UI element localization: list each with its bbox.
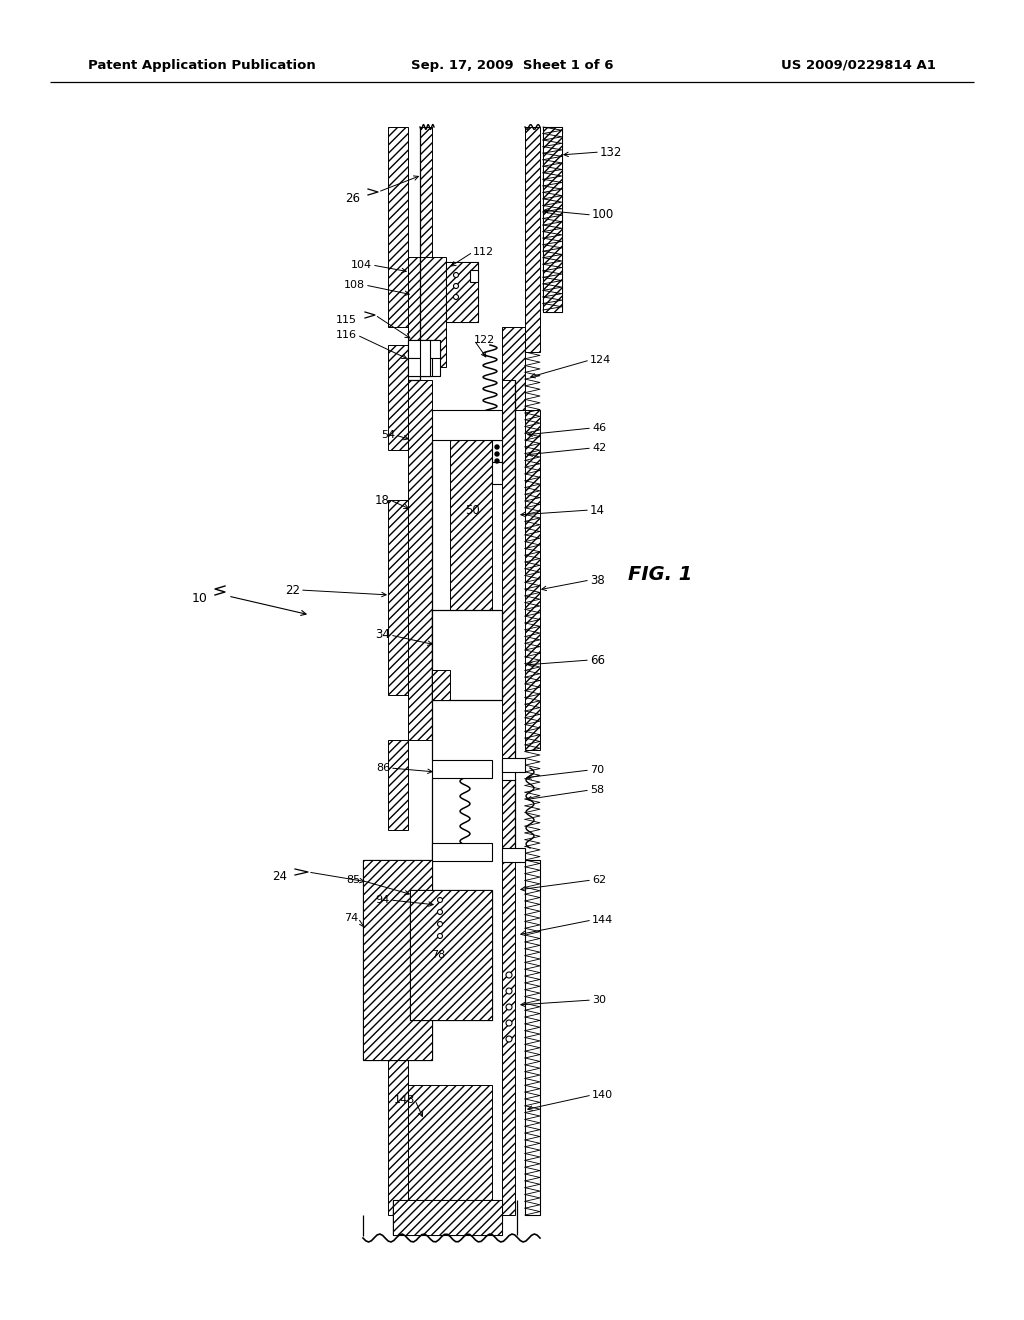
Bar xyxy=(502,758,525,772)
Text: 24: 24 xyxy=(272,870,287,883)
Circle shape xyxy=(437,898,442,903)
Bar xyxy=(450,440,492,671)
Bar xyxy=(446,261,478,322)
Circle shape xyxy=(437,921,442,927)
Text: 148: 148 xyxy=(394,1096,415,1105)
Bar xyxy=(525,411,540,750)
Text: 112: 112 xyxy=(473,247,495,257)
Bar xyxy=(470,271,478,282)
Text: 122: 122 xyxy=(474,335,496,345)
Circle shape xyxy=(506,972,512,978)
Text: 14: 14 xyxy=(590,503,605,516)
Bar xyxy=(388,500,408,696)
Bar xyxy=(502,380,515,861)
Bar xyxy=(492,462,502,484)
Text: FIG. 1: FIG. 1 xyxy=(628,565,692,585)
Bar xyxy=(388,127,408,327)
Circle shape xyxy=(506,1036,512,1041)
Text: 42: 42 xyxy=(592,444,606,453)
Bar xyxy=(502,327,525,411)
Text: 78: 78 xyxy=(431,950,445,960)
Text: 144: 144 xyxy=(592,915,613,925)
Bar xyxy=(432,610,502,700)
Text: 34: 34 xyxy=(375,628,390,642)
Text: 70: 70 xyxy=(590,766,604,775)
Bar xyxy=(388,345,408,450)
Bar xyxy=(502,847,525,862)
Bar xyxy=(388,861,408,1214)
Circle shape xyxy=(506,1005,512,1010)
Bar xyxy=(388,741,408,830)
Bar xyxy=(502,760,515,780)
Circle shape xyxy=(454,294,459,300)
Bar xyxy=(408,257,446,367)
Bar xyxy=(525,861,540,1214)
Bar xyxy=(410,890,492,1020)
Bar xyxy=(502,861,515,1214)
Bar xyxy=(543,127,562,147)
Text: 26: 26 xyxy=(345,191,360,205)
Text: 30: 30 xyxy=(592,995,606,1005)
Text: 58: 58 xyxy=(590,785,604,795)
Circle shape xyxy=(437,909,442,915)
Text: 108: 108 xyxy=(344,280,365,290)
Bar xyxy=(408,341,440,376)
Bar xyxy=(492,440,502,462)
Text: 132: 132 xyxy=(600,145,623,158)
Circle shape xyxy=(506,987,512,994)
Bar xyxy=(543,127,562,312)
Text: 94: 94 xyxy=(376,895,390,906)
Circle shape xyxy=(454,272,459,277)
Bar xyxy=(543,127,562,312)
Text: 46: 46 xyxy=(592,422,606,433)
Text: 54: 54 xyxy=(381,430,395,440)
Text: 50: 50 xyxy=(465,503,479,516)
Text: Sep. 17, 2009  Sheet 1 of 6: Sep. 17, 2009 Sheet 1 of 6 xyxy=(411,58,613,71)
Text: 86: 86 xyxy=(376,763,390,774)
Text: US 2009/0229814 A1: US 2009/0229814 A1 xyxy=(781,58,936,71)
Text: Patent Application Publication: Patent Application Publication xyxy=(88,58,315,71)
Bar xyxy=(408,341,440,358)
Text: 66: 66 xyxy=(590,653,605,667)
Bar xyxy=(393,1200,502,1236)
Circle shape xyxy=(437,933,442,939)
Bar xyxy=(410,890,492,1020)
Bar xyxy=(408,358,432,376)
Circle shape xyxy=(495,459,499,463)
Bar xyxy=(408,380,432,741)
Bar xyxy=(420,341,430,376)
Bar xyxy=(420,127,432,297)
Bar xyxy=(446,261,478,322)
Circle shape xyxy=(495,451,499,455)
Bar xyxy=(525,127,540,352)
Bar xyxy=(408,1085,492,1200)
Text: 124: 124 xyxy=(590,355,611,366)
Bar xyxy=(432,843,492,861)
Text: 74: 74 xyxy=(344,913,358,923)
Circle shape xyxy=(506,1020,512,1026)
Bar xyxy=(525,861,540,1214)
Circle shape xyxy=(454,284,459,289)
Text: 85: 85 xyxy=(346,875,360,884)
Text: 140: 140 xyxy=(592,1090,613,1100)
Bar xyxy=(432,760,492,777)
Text: 38: 38 xyxy=(590,573,605,586)
Bar xyxy=(393,1200,502,1236)
Bar xyxy=(432,411,502,440)
Bar xyxy=(432,671,450,700)
Text: 116: 116 xyxy=(336,330,357,341)
Text: 62: 62 xyxy=(592,875,606,884)
Text: 100: 100 xyxy=(592,209,614,222)
Text: 10: 10 xyxy=(193,591,208,605)
Circle shape xyxy=(495,445,499,449)
Text: 22: 22 xyxy=(285,583,300,597)
Text: 115: 115 xyxy=(336,315,357,325)
Text: 18: 18 xyxy=(375,494,390,507)
Bar xyxy=(362,861,432,1060)
Bar xyxy=(362,861,432,1060)
Text: 104: 104 xyxy=(351,260,372,271)
